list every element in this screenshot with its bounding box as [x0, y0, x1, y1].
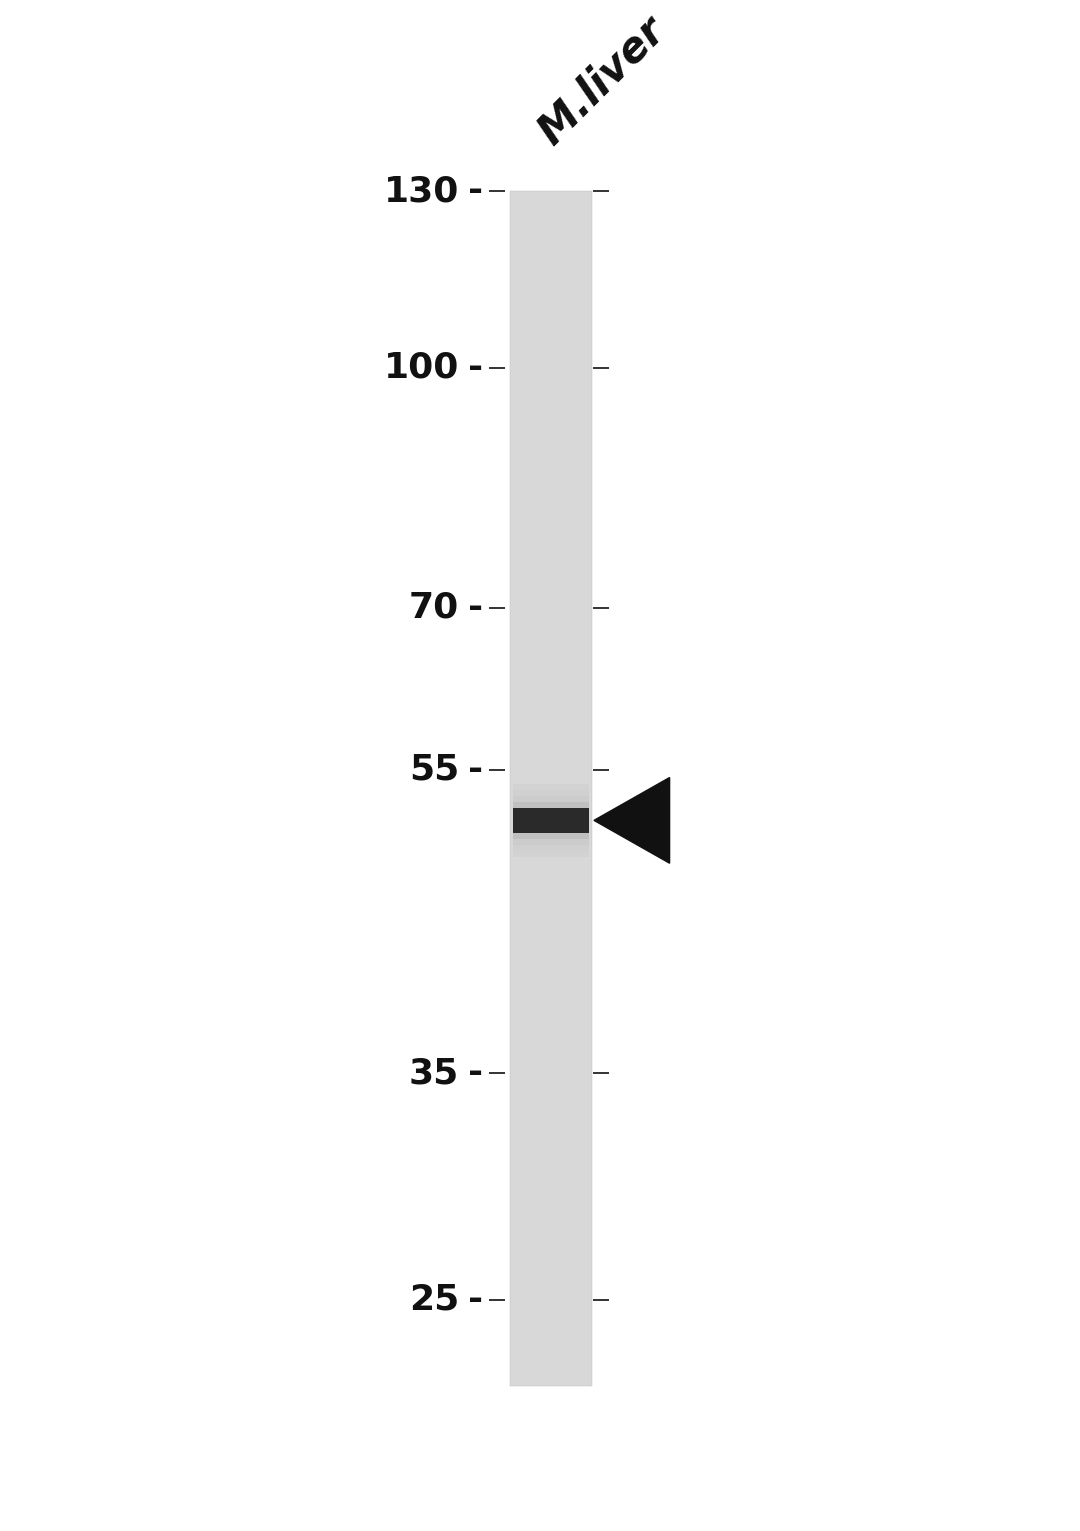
Bar [513, 808, 589, 833]
Polygon shape [594, 778, 670, 863]
Bar [510, 191, 592, 1386]
Text: 35: 35 [408, 1056, 459, 1090]
Bar [513, 790, 589, 796]
Text: 100: 100 [383, 351, 459, 384]
Bar [513, 796, 589, 802]
Text: -: - [468, 1283, 483, 1317]
Text: 55: 55 [408, 753, 459, 787]
Text: -: - [468, 351, 483, 384]
Bar [513, 784, 589, 790]
Text: -: - [468, 591, 483, 625]
Bar [513, 833, 589, 839]
Bar [513, 851, 589, 857]
Bar [513, 839, 589, 845]
Bar [513, 802, 589, 808]
Text: -: - [468, 753, 483, 787]
Text: -: - [468, 175, 483, 208]
Bar [513, 845, 589, 851]
Text: -: - [468, 1056, 483, 1090]
Text: 130: 130 [383, 175, 459, 208]
Text: M.liver: M.liver [530, 9, 674, 153]
Text: 70: 70 [408, 591, 459, 625]
Text: 25: 25 [408, 1283, 459, 1317]
